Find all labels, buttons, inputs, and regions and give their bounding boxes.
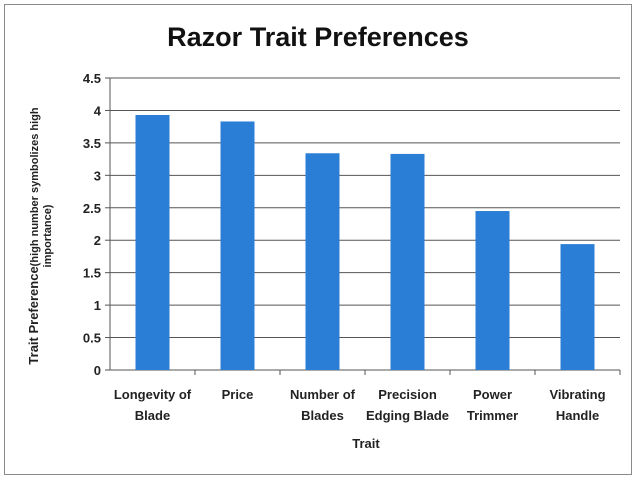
- x-category-label: Price: [222, 387, 254, 402]
- y-tick-label: 2.5: [83, 201, 101, 216]
- x-axis-category-labels: Longevity of Blade Price Number of Blades Pre…: [114, 387, 606, 423]
- y-tick-label: 0.5: [83, 331, 101, 346]
- x-category-label: Vibrating Handle: [549, 387, 605, 423]
- x-category-label: Power Trimmer: [467, 387, 518, 423]
- x-axis-title: Trait: [352, 436, 380, 451]
- y-tick-label: 1: [94, 298, 101, 313]
- x-category-label: Longevity of Blade: [114, 387, 192, 423]
- y-tick-label: 2: [94, 233, 101, 248]
- chart-title: Razor Trait Preferences: [167, 22, 469, 52]
- bar: [305, 153, 340, 370]
- grid-lines: [105, 77, 621, 375]
- y-tick-label: 4.5: [83, 71, 101, 86]
- bar: [135, 114, 170, 370]
- y-axis-ticks: 0 0.5 1 1.5 2 2.5 3 3.5 4 4.5: [83, 71, 102, 378]
- bars: [135, 114, 595, 370]
- y-tick-label: 4: [94, 103, 102, 118]
- y-tick-label: 3: [94, 168, 101, 183]
- y-tick-label: 1.5: [83, 266, 101, 281]
- bar: [220, 121, 255, 370]
- bar: [560, 244, 595, 370]
- svg-text:Trait Preference(high number s: Trait Preference(high number symbolizes …: [26, 107, 41, 364]
- y-tick-label: 3.5: [83, 136, 101, 151]
- x-category-label: Number of Blades: [290, 387, 356, 423]
- bar: [390, 153, 425, 370]
- y-axis-title-sub-2: importance): [42, 204, 54, 267]
- y-axis-title: Trait Preference(high number symbolizes …: [26, 107, 54, 364]
- y-tick-label: 0: [94, 363, 101, 378]
- x-category-label: Precision Edging Blade: [366, 387, 449, 423]
- bar: [475, 211, 510, 370]
- y-axis-title-main: Trait Preference: [26, 266, 41, 364]
- y-axis-title-sub-1: (high number symbolizes high: [29, 107, 41, 266]
